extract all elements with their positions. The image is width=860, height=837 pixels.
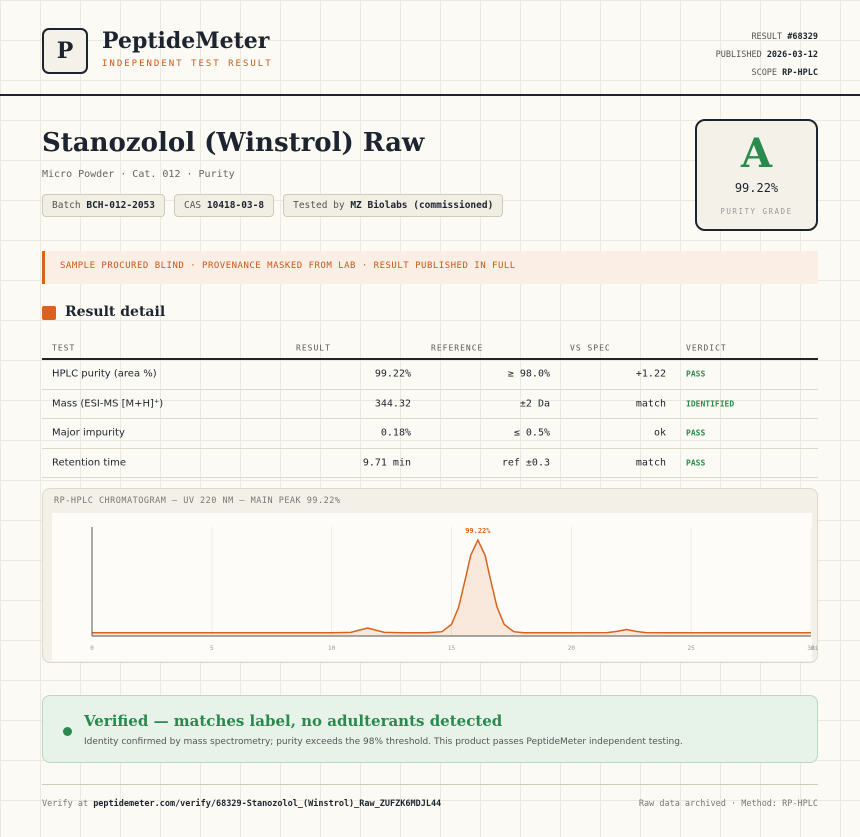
verdict-dot (63, 727, 72, 736)
result-meta: RESULT #68329 PUBLISHED 2026-03-12 SCOPE R… (716, 28, 818, 82)
table-row: Retention time 9.71 min ref ±0.3 match PASS (42, 449, 818, 478)
cell: ok (653, 427, 666, 439)
chart: RP-HPLC CHROMATOGRAM — UV 220 NM — MAIN … (52, 496, 818, 661)
cell: ≥ 98.0% (507, 368, 550, 380)
x-tick-label: 5 (210, 645, 214, 652)
cell: 344.32 (374, 398, 411, 410)
grade-value: 99.22% (734, 181, 779, 195)
chip: CAS 10418-03-8 (173, 194, 275, 217)
meta-row: SCOPE RP-HPLC (716, 64, 818, 82)
chip: Tested by MZ Biolabs (commissioned) (283, 194, 504, 217)
header-rule (0, 94, 860, 96)
notice: SAMPLE PROCURED BLIND · PROVENANCE MASKE… (42, 251, 818, 284)
cell: ≤ 0.5% (513, 427, 550, 439)
meta-label: SCOPE (751, 68, 778, 78)
grade-letter: A (740, 130, 773, 177)
product-subtitle: Micro Powder · Cat. 012 · Purity (42, 169, 235, 180)
x-tick-label: 15 (448, 645, 456, 652)
table-row: Mass (ESI-MS [M+H]⁺) 344.32 ±2 Da match IDEN… (42, 390, 818, 419)
meta-value: #68329 (787, 32, 818, 42)
x-tick-label: 30 (807, 645, 815, 652)
result-table: TEST RESULT REFERENCE VS SPEC VERDICT HPLC pu… (42, 338, 818, 478)
cell: ±2 Da (519, 398, 550, 410)
meta-label: RESULT (751, 32, 783, 42)
cell: Major impurity (52, 427, 125, 439)
table-row: Major impurity 0.18% ≤ 0.5% ok PASS (42, 419, 818, 449)
chart-title: RP-HPLC CHROMATOGRAM — UV 220 NM — MAIN … (54, 496, 341, 506)
meta-value: 2026-03-12 (766, 50, 818, 60)
product-title: Stanozolol (Winstrol) Raw (42, 128, 425, 158)
cell: 0.18% (380, 427, 411, 439)
footer-note: Raw data archived · Method: RP-HPLC (638, 799, 818, 809)
brand: PeptideMeter (102, 28, 270, 54)
chip: Batch BCH-012-2053 (42, 194, 165, 217)
cell: ref ±0.3 (501, 457, 550, 469)
column-header: VERDICT (686, 343, 727, 353)
x-axis-label: min (811, 645, 818, 652)
verdict-title: Verified — matches label, no adulterants… (84, 712, 503, 730)
chip-value: BCH-012-2053 (86, 200, 155, 211)
cell: Retention time (52, 457, 126, 469)
x-tick-label: 0 (90, 645, 94, 652)
chips: Batch BCH-012-2053 CAS 10418-03-8 Tested b… (42, 194, 504, 217)
meta-row: PUBLISHED 2026-03-12 (716, 46, 818, 64)
logo: P (42, 28, 88, 74)
verify-url[interactable]: peptidemeter.com/verify/68329-Stanozolol… (93, 799, 442, 809)
column-header: TEST (52, 343, 76, 353)
cell: match (635, 398, 666, 410)
cell: +1.22 (635, 368, 666, 380)
verdict-badge: PASS (686, 458, 706, 468)
plot-background (52, 513, 812, 661)
column-header: VS SPEC (570, 343, 611, 353)
cell: 99.22% (374, 368, 411, 380)
verify-label: Verify at (42, 799, 89, 809)
chip-label: CAS (183, 200, 202, 211)
chip-label: Tested by (293, 200, 345, 211)
cell: Mass (ESI-MS [M+H]⁺) (52, 398, 164, 410)
x-tick-label: 25 (688, 645, 696, 652)
verdict-badge: PASS (686, 369, 706, 379)
verdict-badge: PASS (686, 428, 706, 438)
table-row: HPLC purity (area %) 99.22% ≥ 98.0% +1.22 PA… (42, 360, 818, 390)
meta-row: RESULT #68329 (716, 28, 818, 46)
cell: match (635, 457, 666, 469)
trace-line (92, 538, 811, 634)
chip-value: MZ Biolabs (commissioned) (350, 200, 494, 211)
section-marker (42, 306, 56, 320)
column-header: REFERENCE (431, 343, 484, 353)
chip-value: 10418-03-8 (206, 200, 265, 211)
section-title: Result detail (65, 304, 166, 320)
grade-card: A 99.22% PURITY GRADE (695, 119, 818, 231)
verdict-badge: IDENTIFIED (686, 399, 735, 409)
table-header: TEST RESULT REFERENCE VS SPEC VERDICT (42, 338, 818, 360)
x-tick-label: 10 (328, 645, 336, 652)
cell: 9.71 min (362, 457, 411, 469)
cell: HPLC purity (area %) (52, 368, 157, 380)
meta-label: PUBLISHED (715, 50, 762, 60)
meta-value: RP-HPLC (782, 68, 818, 78)
x-tick-label: 20 (568, 645, 576, 652)
footer-rule (42, 784, 818, 785)
tagline: INDEPENDENT TEST RESULT (102, 59, 273, 69)
chip-label: Batch (52, 200, 81, 211)
grade-label: PURITY GRADE (720, 207, 793, 216)
footer-verify: Verify at peptidemeter.com/verify/68329-… (42, 799, 441, 809)
peak-label: 99.22% (465, 527, 491, 535)
column-header: RESULT (296, 343, 331, 353)
verdict-text: Identity confirmed by mass spectrometry;… (84, 737, 683, 747)
verdict-box: Verified — matches label, no adulterants… (42, 695, 818, 763)
